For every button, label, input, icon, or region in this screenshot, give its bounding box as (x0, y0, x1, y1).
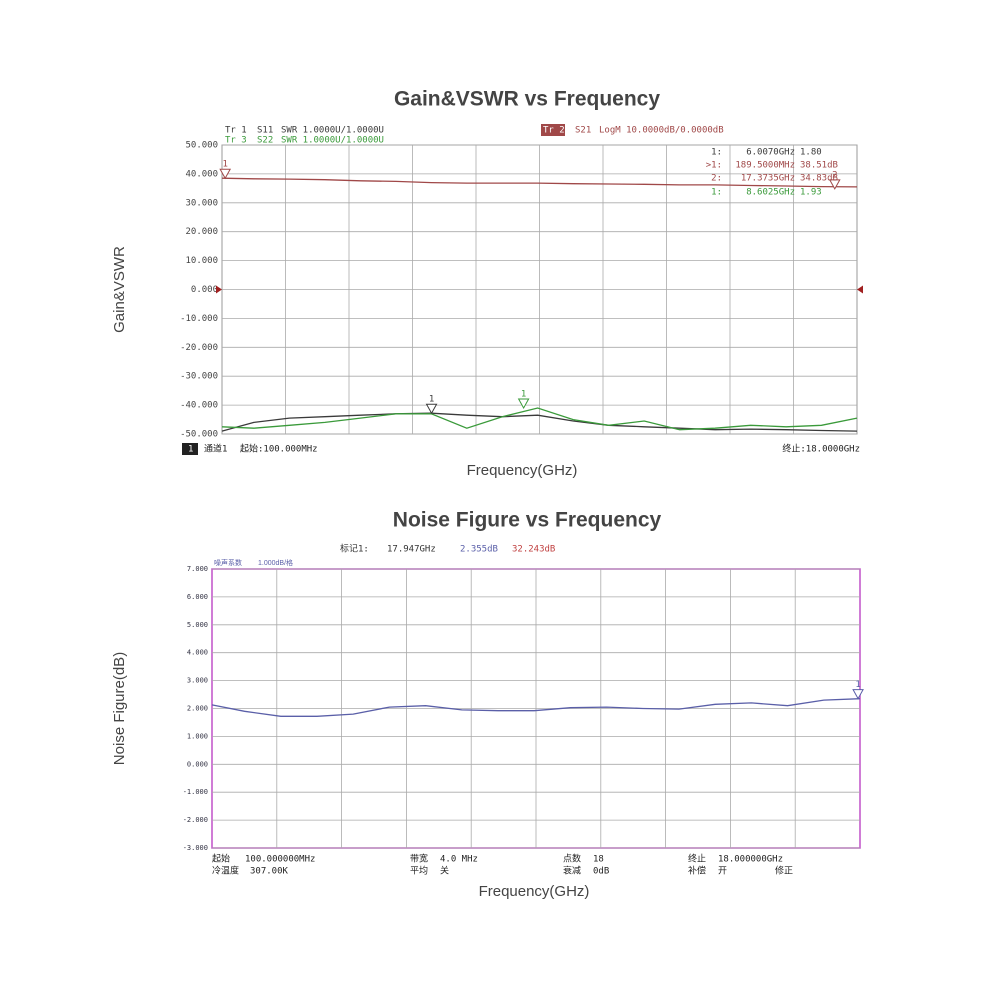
y-tick-label: 3.000 (187, 677, 208, 685)
trace-label: Tr 3 (225, 136, 247, 146)
footer-text: 开 (718, 866, 727, 877)
chart-title: Gain&VSWR vs Frequency (394, 88, 660, 111)
footer-text: 1 (188, 445, 193, 455)
marker-table-freq: 6.0070GHz (746, 148, 795, 158)
header-text: 32.243dB (512, 545, 555, 555)
y-axis-label: Gain&VSWR (111, 246, 128, 333)
marker (517, 398, 530, 410)
footer-text: 衰减 (563, 865, 581, 877)
series-name: S22 (257, 136, 273, 146)
marker-table-value: 1.93 (800, 188, 822, 198)
series-name: S21 (575, 126, 591, 136)
footer-text: 4.0 MHz (440, 855, 478, 865)
series-line (221, 407, 858, 431)
marker-table-index: 2: (711, 174, 722, 184)
marker-label: 1 (855, 680, 860, 690)
series-format: LogM 10.0000dB/0.0000dB (599, 126, 724, 136)
y-tick-label: 2.000 (187, 705, 208, 713)
footer-text: 带宽 (410, 853, 428, 865)
header-text: 标记1: (340, 543, 369, 555)
footer-text: 起始 (212, 853, 230, 865)
marker-label: 1 (521, 389, 526, 399)
y-tick-label: -2.000 (183, 816, 208, 824)
series-line (221, 412, 858, 432)
header-text: 2.355dB (460, 545, 498, 555)
channel-badge (182, 443, 198, 455)
y-tick-label: -1.000 (183, 788, 208, 796)
series-line (221, 177, 858, 188)
marker-label: 1 (429, 395, 434, 405)
y-tick-label: -20.000 (180, 343, 218, 353)
footer-text: 18.000000GHz (718, 855, 783, 865)
y-tick-label: 20.000 (185, 227, 218, 237)
x-axis-label: Frequency(GHz) (467, 462, 578, 479)
y-tick-label: 1.000 (187, 732, 208, 740)
footer-text: 点数 (563, 853, 581, 865)
marker-table-freq: 189.5000MHz (735, 161, 795, 171)
y-tick-label: 5.000 (187, 621, 208, 629)
marker (219, 168, 232, 180)
marker-table-freq: 8.6025GHz (746, 188, 795, 198)
marker-table-freq: 17.3735GHz (741, 174, 795, 184)
series-line (211, 698, 861, 717)
y-tick-label: -50.000 (180, 430, 218, 440)
footer-text: 307.00K (250, 867, 289, 877)
footer-text: 平均 (410, 865, 428, 877)
marker (828, 179, 841, 190)
y-tick-label: -3.000 (183, 844, 208, 852)
y-tick-label: 7.000 (187, 565, 208, 573)
footer-text: 补偿 (688, 865, 706, 877)
series-name: S11 (257, 126, 273, 136)
trace-badge (541, 124, 565, 136)
footer-text: 关 (440, 865, 449, 877)
footer-text: 修正 (775, 865, 793, 877)
y-tick-label: 0.000 (191, 285, 218, 295)
y-axis-label: Noise Figure(dB) (111, 652, 128, 765)
series-format: SWR 1.0000U/1.0000U (281, 126, 384, 136)
footer-text: 终止:18.0000GHz (782, 443, 860, 455)
marker-label: 1 (222, 160, 227, 170)
reference-marker (857, 285, 863, 294)
marker-label: 2 (832, 170, 837, 180)
marker-table-index: 1: (711, 148, 722, 158)
marker-table-index: 1: (711, 188, 722, 198)
trace-label: Tr 2 (543, 126, 565, 136)
marker-table-value: 1.80 (800, 148, 822, 158)
series-format: SWR 1.0000U/1.0000U (281, 136, 384, 146)
marker (425, 403, 438, 415)
series-format: 1.000dB/格 (258, 558, 293, 567)
footer-text: 18 (593, 855, 604, 865)
y-tick-label: -40.000 (180, 401, 218, 411)
y-tick-label: 50.000 (185, 141, 218, 151)
footer-text: 0dB (593, 867, 609, 877)
marker-table-index: >1: (706, 161, 722, 171)
marker (852, 689, 864, 700)
marker-table-value: 38.51dB (800, 161, 838, 171)
reference-marker (216, 285, 222, 294)
footer-text: 终止 (688, 853, 706, 865)
y-tick-label: 6.000 (187, 593, 208, 601)
y-tick-label: 10.000 (185, 256, 218, 266)
y-tick-label: 40.000 (185, 169, 218, 179)
y-tick-label: 30.000 (185, 198, 218, 208)
x-axis-label: Frequency(GHz) (479, 883, 590, 900)
series-name: 噪声系数 (214, 558, 242, 567)
footer-text: 通道1 (204, 443, 227, 455)
chart-title: Noise Figure vs Frequency (393, 509, 662, 532)
y-tick-label: -30.000 (180, 372, 218, 382)
y-tick-label: -10.000 (180, 314, 218, 324)
header-text: 17.947GHz (387, 545, 436, 555)
y-tick-label: 4.000 (187, 649, 208, 657)
footer-text: 冷温度 (212, 865, 239, 877)
footer-text: 起始:100.000MHz (240, 443, 318, 455)
footer-text: 100.000000MHz (245, 855, 315, 865)
marker-table-value: 34.83dB (800, 174, 838, 184)
y-tick-label: 0.000 (187, 760, 208, 768)
trace-label: Tr 1 (225, 126, 247, 136)
